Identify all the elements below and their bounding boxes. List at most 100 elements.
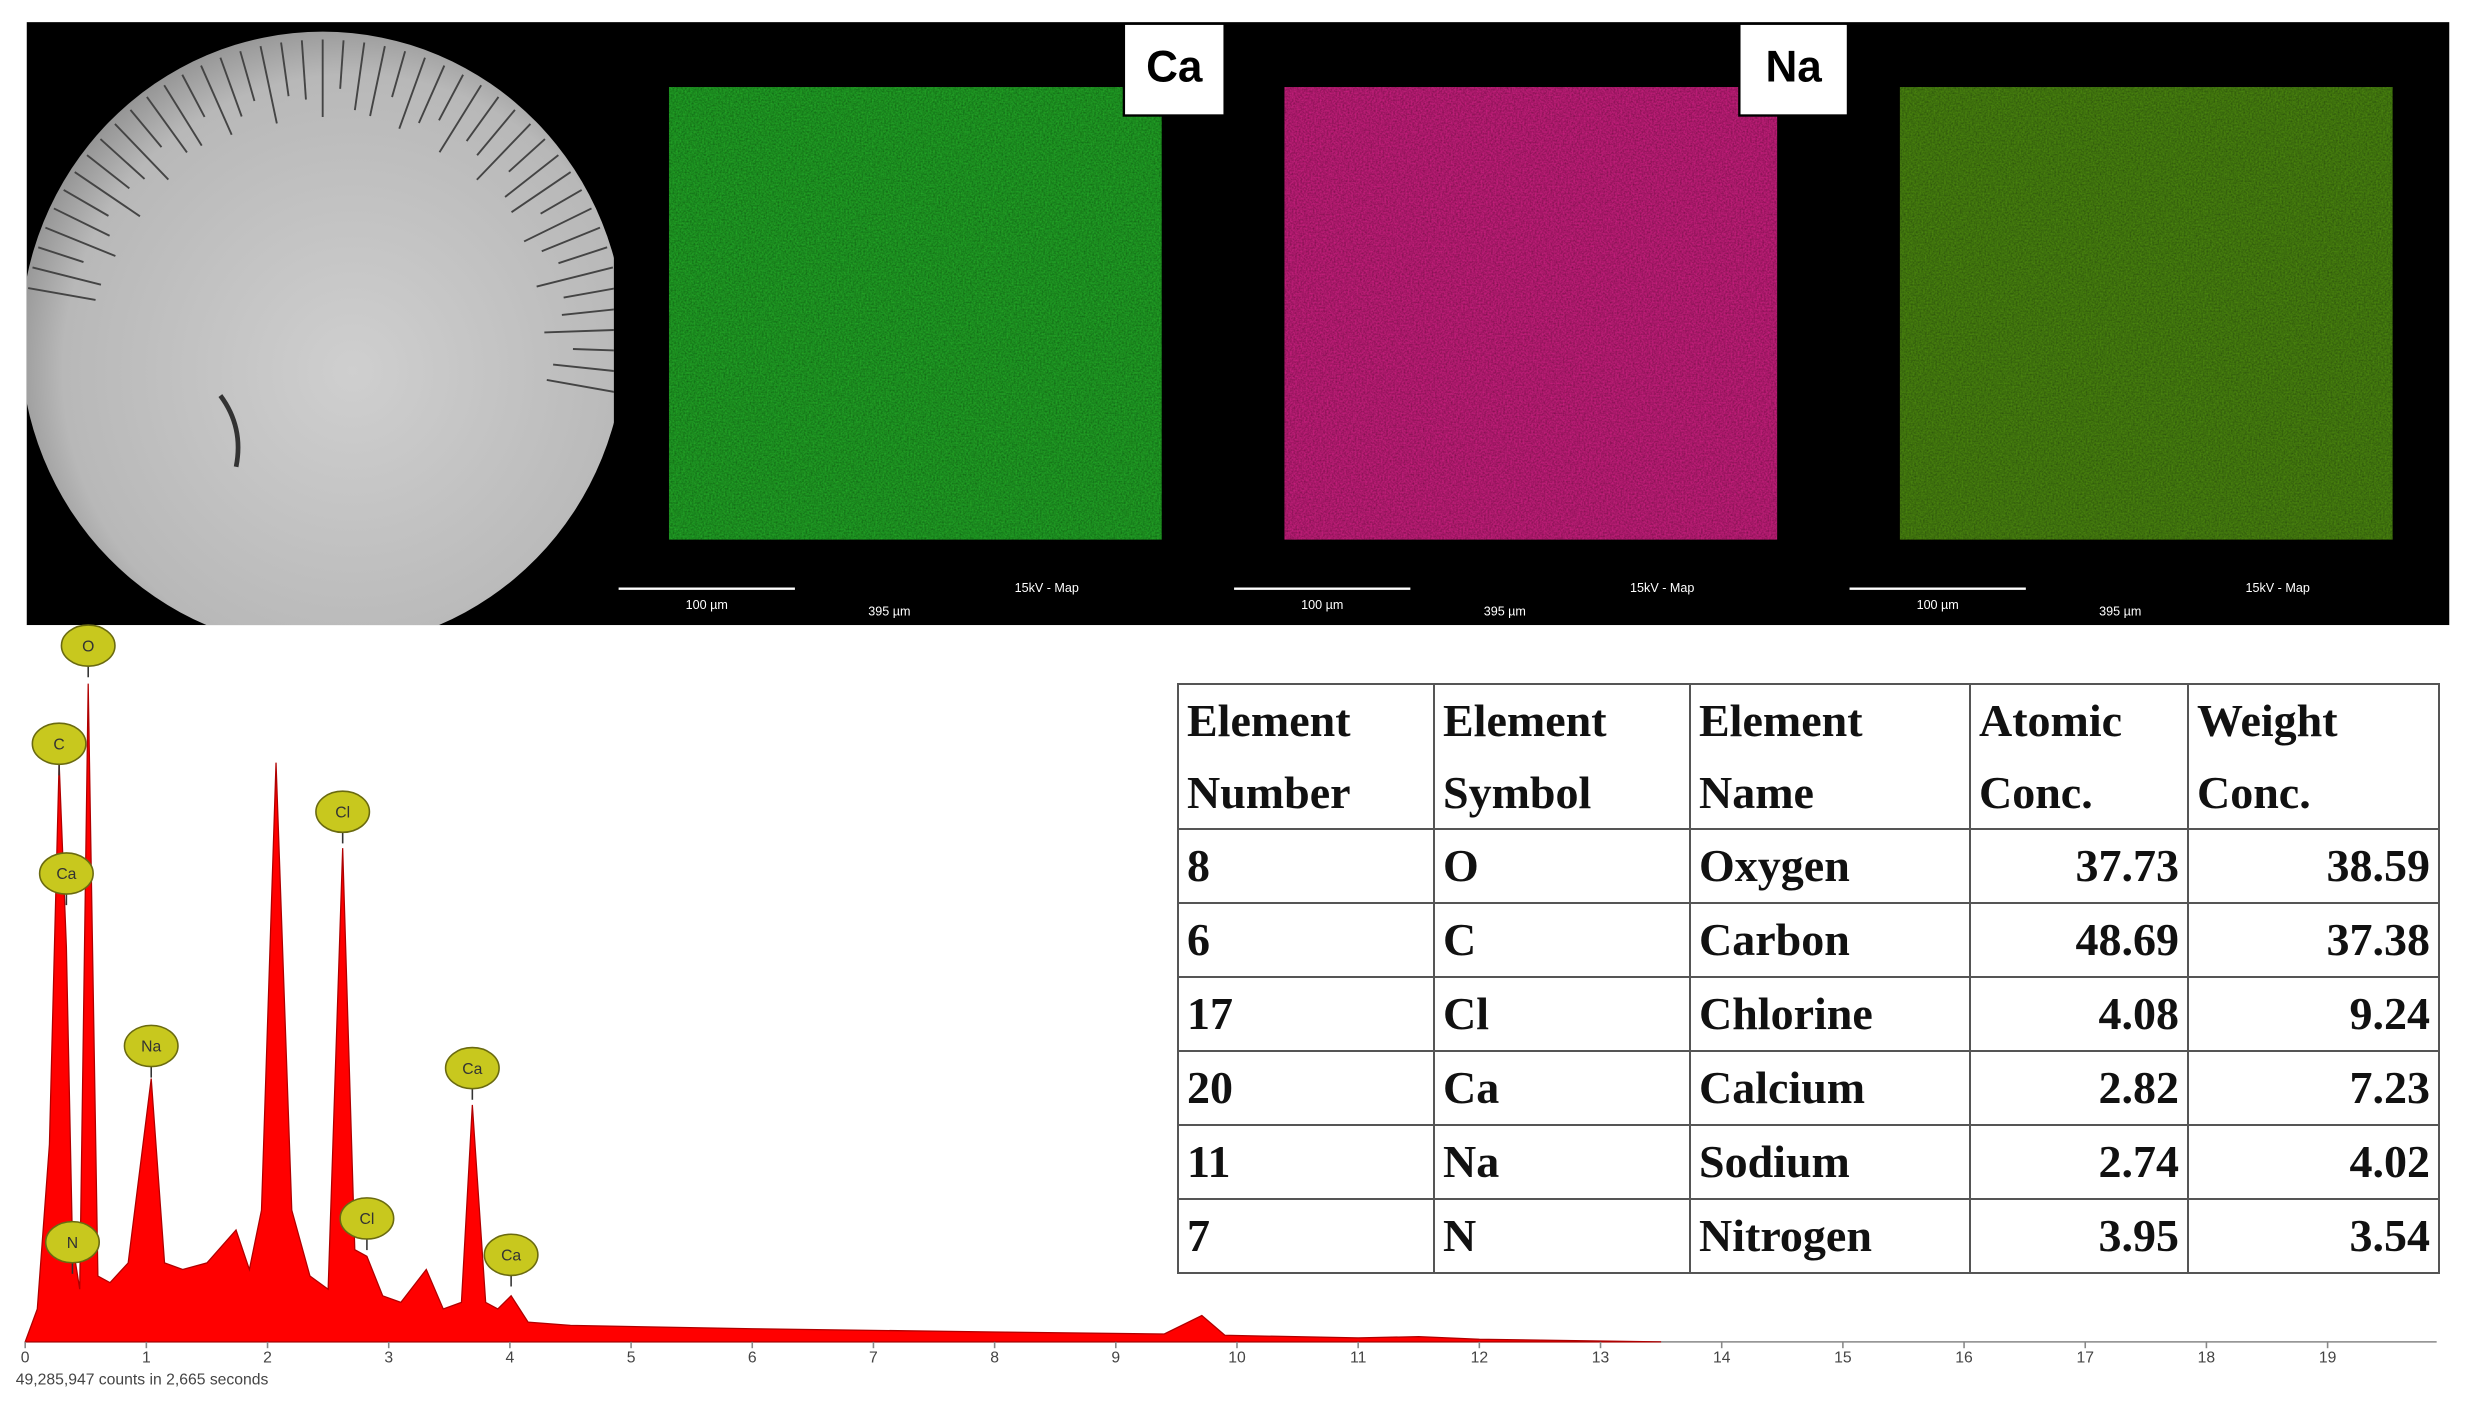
table-cell: 17 — [1177, 976, 1435, 1052]
sem-crack — [369, 45, 386, 117]
scale-bar-label: 100 µm — [1301, 598, 1343, 612]
sem-crack — [74, 171, 141, 218]
table-cell: 48.69 — [1969, 902, 2189, 978]
sem-crack — [465, 96, 500, 142]
sem-crack — [86, 154, 130, 190]
peak-bubble — [123, 1024, 179, 1068]
table-row: 6 C Carbon 48.69 37.38 — [1177, 902, 2440, 978]
sem-crack — [163, 84, 203, 147]
table-cell: Cl — [1433, 976, 1691, 1052]
table-cell: O — [1433, 828, 1691, 904]
sem-crack — [114, 123, 170, 181]
sem-crack — [510, 171, 572, 213]
footnote: 49,285,947 counts in 2,665 seconds — [16, 1372, 269, 1389]
x-tick-label: 1 — [142, 1349, 151, 1366]
scale-bar-label: 100 µm — [686, 598, 728, 612]
x-tick-label: 19 — [2319, 1349, 2337, 1366]
sem-crack — [508, 138, 546, 173]
x-tick-label: 15 — [1834, 1349, 1852, 1366]
x-tick-label: 0 — [21, 1349, 30, 1366]
peak-label: Cl — [335, 804, 350, 821]
field-width: 395 µm — [1484, 605, 1526, 619]
table-cell: 38.59 — [2187, 828, 2440, 904]
peak-label: Ca — [501, 1248, 521, 1265]
sem-crack — [391, 50, 407, 98]
sem-crack — [181, 74, 206, 118]
sem-crack — [45, 226, 116, 257]
table-cell: 4.02 — [2187, 1124, 2440, 1200]
table-row: 8 O Oxygen 37.73 38.59 — [1177, 828, 2440, 904]
map-label-box — [1122, 22, 1226, 117]
table-row: 20 Ca Calcium 2.82 7.23 — [1177, 1050, 2440, 1126]
element-map — [668, 87, 1162, 540]
scale-bar-label: 100 µm — [1917, 598, 1959, 612]
x-tick-label: 11 — [1350, 1349, 1366, 1366]
element-map — [1284, 87, 1778, 540]
table-cell: N — [1433, 1198, 1691, 1274]
peak-label: Ca — [462, 1061, 482, 1078]
table-cell: Sodium — [1689, 1124, 1971, 1200]
peak-label: N — [67, 1235, 78, 1252]
table-cell: 3.95 — [1969, 1198, 2189, 1274]
x-tick-label: 16 — [1955, 1349, 1973, 1366]
peak-bubble — [44, 1220, 100, 1264]
table-header: Element Number — [1177, 683, 1435, 830]
table-row: 11 Na Sodium 2.74 4.02 — [1177, 1124, 2440, 1200]
table-cell: 8 — [1177, 828, 1435, 904]
table-cell: Chlorine — [1689, 976, 1971, 1052]
spectrum — [24, 683, 1662, 1343]
sem-crack — [476, 109, 516, 156]
element-map — [1899, 87, 2393, 540]
table-cell: 9.24 — [2187, 976, 2440, 1052]
field-width: 395 µm — [2099, 605, 2141, 619]
sem-crack — [63, 189, 109, 217]
x-tick-label: 2 — [263, 1349, 272, 1366]
sem-crack — [438, 74, 464, 121]
table-cell: Ca — [1433, 1050, 1691, 1126]
x-tick-label: 14 — [1713, 1349, 1731, 1366]
sem-crack — [546, 379, 614, 393]
sem-crack — [438, 84, 482, 153]
sem-crack — [219, 57, 243, 117]
sem-crack — [541, 226, 601, 253]
table-cell: 7.23 — [2187, 1050, 2440, 1126]
sem-crack — [553, 363, 614, 372]
peak-bubble — [444, 1046, 500, 1090]
x-tick-label: 7 — [869, 1349, 878, 1366]
sem-crack — [544, 329, 614, 334]
sem-crack — [280, 42, 290, 97]
map-mode: 15kV - Map — [2246, 581, 2310, 595]
table-cell: 37.73 — [1969, 828, 2189, 904]
table-cell: Carbon — [1689, 902, 1971, 978]
table-cell: Nitrogen — [1689, 1198, 1971, 1274]
table-cell: 11 — [1177, 1124, 1435, 1200]
sem-defect — [218, 394, 241, 468]
table-row: 7 N Nitrogen 3.95 3.54 — [1177, 1198, 2440, 1274]
peak-bubble — [315, 790, 371, 834]
sem-crack — [558, 246, 608, 265]
sem-crack — [300, 40, 307, 100]
sem-crack — [353, 42, 366, 111]
table-header: Atomic Conc. — [1969, 683, 2189, 830]
x-tick-label: 13 — [1592, 1349, 1610, 1366]
sem-crack — [200, 65, 233, 136]
x-tick-label: 12 — [1471, 1349, 1489, 1366]
map-label: Na — [1765, 42, 1822, 91]
peak-label: C — [53, 736, 64, 753]
peak-bubble — [60, 624, 116, 667]
sem-crack — [99, 138, 146, 180]
table-cell: 2.82 — [1969, 1050, 2189, 1126]
table-cell: 6 — [1177, 902, 1435, 978]
table-cell: Calcium — [1689, 1050, 1971, 1126]
sem-crack — [27, 287, 96, 301]
sem-crack — [536, 266, 614, 288]
peak-label: Na — [141, 1039, 161, 1056]
sem-sphere — [26, 31, 614, 626]
sem-crack — [504, 154, 559, 198]
table-header: Element Symbol — [1433, 683, 1691, 830]
x-tick-label: 8 — [990, 1349, 999, 1366]
table-cell: 37.38 — [2187, 902, 2440, 978]
peak-label: O — [82, 638, 94, 655]
